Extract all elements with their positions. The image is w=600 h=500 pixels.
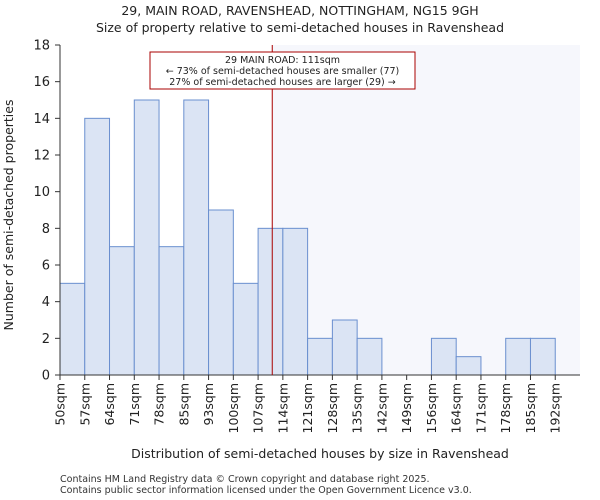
histogram-bar bbox=[133, 99, 160, 376]
y-tick-label: 10 bbox=[33, 185, 50, 200]
x-tick-label: 178sqm bbox=[498, 383, 513, 433]
x-tick-label: 164sqm bbox=[449, 383, 464, 433]
x-axis-label: Distribution of semi-detached houses by … bbox=[131, 446, 509, 461]
x-tick-label: 114sqm bbox=[275, 383, 290, 433]
histogram-bar bbox=[455, 356, 482, 376]
histogram-bar bbox=[282, 227, 309, 376]
footer-line-1: Contains HM Land Registry data © Crown c… bbox=[60, 474, 430, 485]
histogram-bar bbox=[158, 246, 185, 376]
footer-line-2: Contains public sector information licen… bbox=[60, 485, 472, 496]
x-tick-label: 156sqm bbox=[424, 383, 439, 433]
y-tick-label: 0 bbox=[42, 369, 50, 384]
histogram-bar bbox=[208, 209, 234, 376]
histogram-bar bbox=[307, 337, 333, 376]
y-tick-label: 2 bbox=[42, 332, 50, 347]
histogram-bar bbox=[331, 319, 358, 376]
histogram-bar bbox=[356, 337, 383, 376]
histogram-bar bbox=[430, 337, 457, 376]
x-tick-label: 192sqm bbox=[548, 383, 563, 433]
x-tick-label: 171sqm bbox=[473, 383, 488, 433]
y-tick-label: 12 bbox=[33, 149, 50, 164]
chart-title: 29, MAIN ROAD, RAVENSHEAD, NOTTINGHAM, N… bbox=[121, 3, 479, 18]
x-tick-label: 85sqm bbox=[176, 383, 191, 426]
y-tick-label: 18 bbox=[33, 39, 50, 54]
x-tick-label: 128sqm bbox=[325, 383, 340, 433]
x-tick-label: 135sqm bbox=[350, 383, 365, 433]
histogram-bar bbox=[84, 117, 111, 376]
x-tick-label: 78sqm bbox=[152, 383, 167, 426]
annotation-title: 29 MAIN ROAD: 111sqm bbox=[225, 55, 340, 66]
y-tick-label: 14 bbox=[33, 112, 50, 127]
histogram-bar bbox=[109, 246, 135, 376]
annotation-smaller: ← 73% of semi-detached houses are smalle… bbox=[166, 66, 400, 77]
y-tick-label: 16 bbox=[33, 75, 50, 90]
histogram-bar bbox=[232, 282, 259, 376]
chart-subtitle: Size of property relative to semi-detach… bbox=[95, 20, 505, 35]
y-axis-label: Number of semi-detached properties bbox=[1, 100, 16, 331]
annotation-box bbox=[149, 51, 416, 90]
y-tick-label: 8 bbox=[42, 222, 50, 237]
x-tick-label: 93sqm bbox=[201, 383, 216, 426]
x-tick-label: 121sqm bbox=[300, 383, 315, 433]
x-tick-label: 185sqm bbox=[523, 383, 538, 433]
x-tick-label: 71sqm bbox=[127, 383, 142, 426]
x-tick-label: 57sqm bbox=[77, 383, 92, 426]
x-tick-label: 107sqm bbox=[251, 383, 266, 433]
histogram-bar bbox=[257, 227, 284, 376]
y-tick-label: 4 bbox=[42, 295, 50, 310]
x-tick-label: 149sqm bbox=[399, 383, 414, 433]
histogram-bar bbox=[183, 99, 210, 376]
larger-region-shade bbox=[272, 45, 580, 375]
histogram-bar bbox=[505, 337, 531, 376]
histogram-bar bbox=[59, 282, 86, 376]
x-tick-label: 142sqm bbox=[374, 383, 389, 433]
x-tick-label: 100sqm bbox=[226, 383, 241, 433]
y-tick-label: 6 bbox=[42, 259, 50, 274]
histogram-bar bbox=[529, 337, 556, 376]
x-tick-label: 50sqm bbox=[53, 383, 68, 426]
x-tick-label: 64sqm bbox=[102, 383, 117, 426]
annotation-larger: 27% of semi-detached houses are larger (… bbox=[169, 77, 396, 88]
